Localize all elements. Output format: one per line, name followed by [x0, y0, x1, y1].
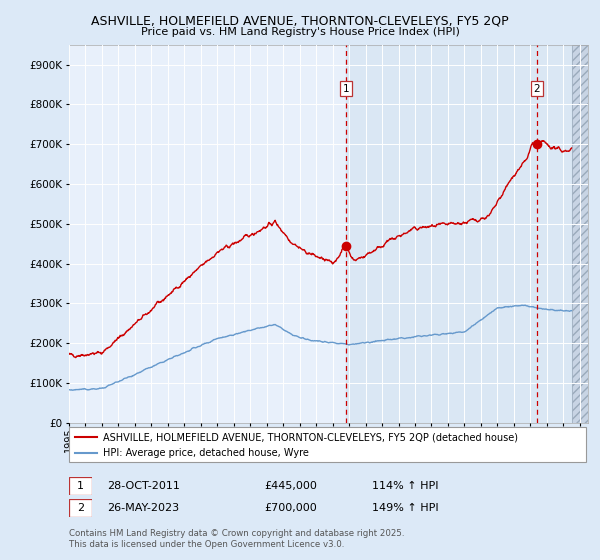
Bar	[572, 45, 588, 423]
Text: £700,000: £700,000	[264, 503, 317, 513]
Text: £445,000: £445,000	[264, 481, 317, 491]
Text: HPI: Average price, detached house, Wyre: HPI: Average price, detached house, Wyre	[103, 448, 308, 458]
Bar	[346, 45, 572, 423]
FancyBboxPatch shape	[69, 427, 586, 462]
Text: 1: 1	[77, 481, 84, 491]
Text: ASHVILLE, HOLMEFIELD AVENUE, THORNTON-CLEVELEYS, FY5 2QP: ASHVILLE, HOLMEFIELD AVENUE, THORNTON-CL…	[91, 15, 509, 27]
Text: 1: 1	[343, 83, 349, 94]
Text: 28-OCT-2011: 28-OCT-2011	[107, 481, 179, 491]
Text: 26-MAY-2023: 26-MAY-2023	[107, 503, 179, 513]
Text: 2: 2	[77, 503, 84, 513]
Text: 114% ↑ HPI: 114% ↑ HPI	[372, 481, 439, 491]
FancyBboxPatch shape	[69, 498, 92, 517]
Text: ASHVILLE, HOLMEFIELD AVENUE, THORNTON-CLEVELEYS, FY5 2QP (detached house): ASHVILLE, HOLMEFIELD AVENUE, THORNTON-CL…	[103, 432, 518, 442]
Bar	[572, 45, 588, 423]
Text: Price paid vs. HM Land Registry's House Price Index (HPI): Price paid vs. HM Land Registry's House …	[140, 27, 460, 37]
FancyBboxPatch shape	[69, 477, 92, 495]
Text: Contains HM Land Registry data © Crown copyright and database right 2025.
This d: Contains HM Land Registry data © Crown c…	[69, 529, 404, 549]
Text: 149% ↑ HPI: 149% ↑ HPI	[372, 503, 439, 513]
Text: 2: 2	[533, 83, 540, 94]
